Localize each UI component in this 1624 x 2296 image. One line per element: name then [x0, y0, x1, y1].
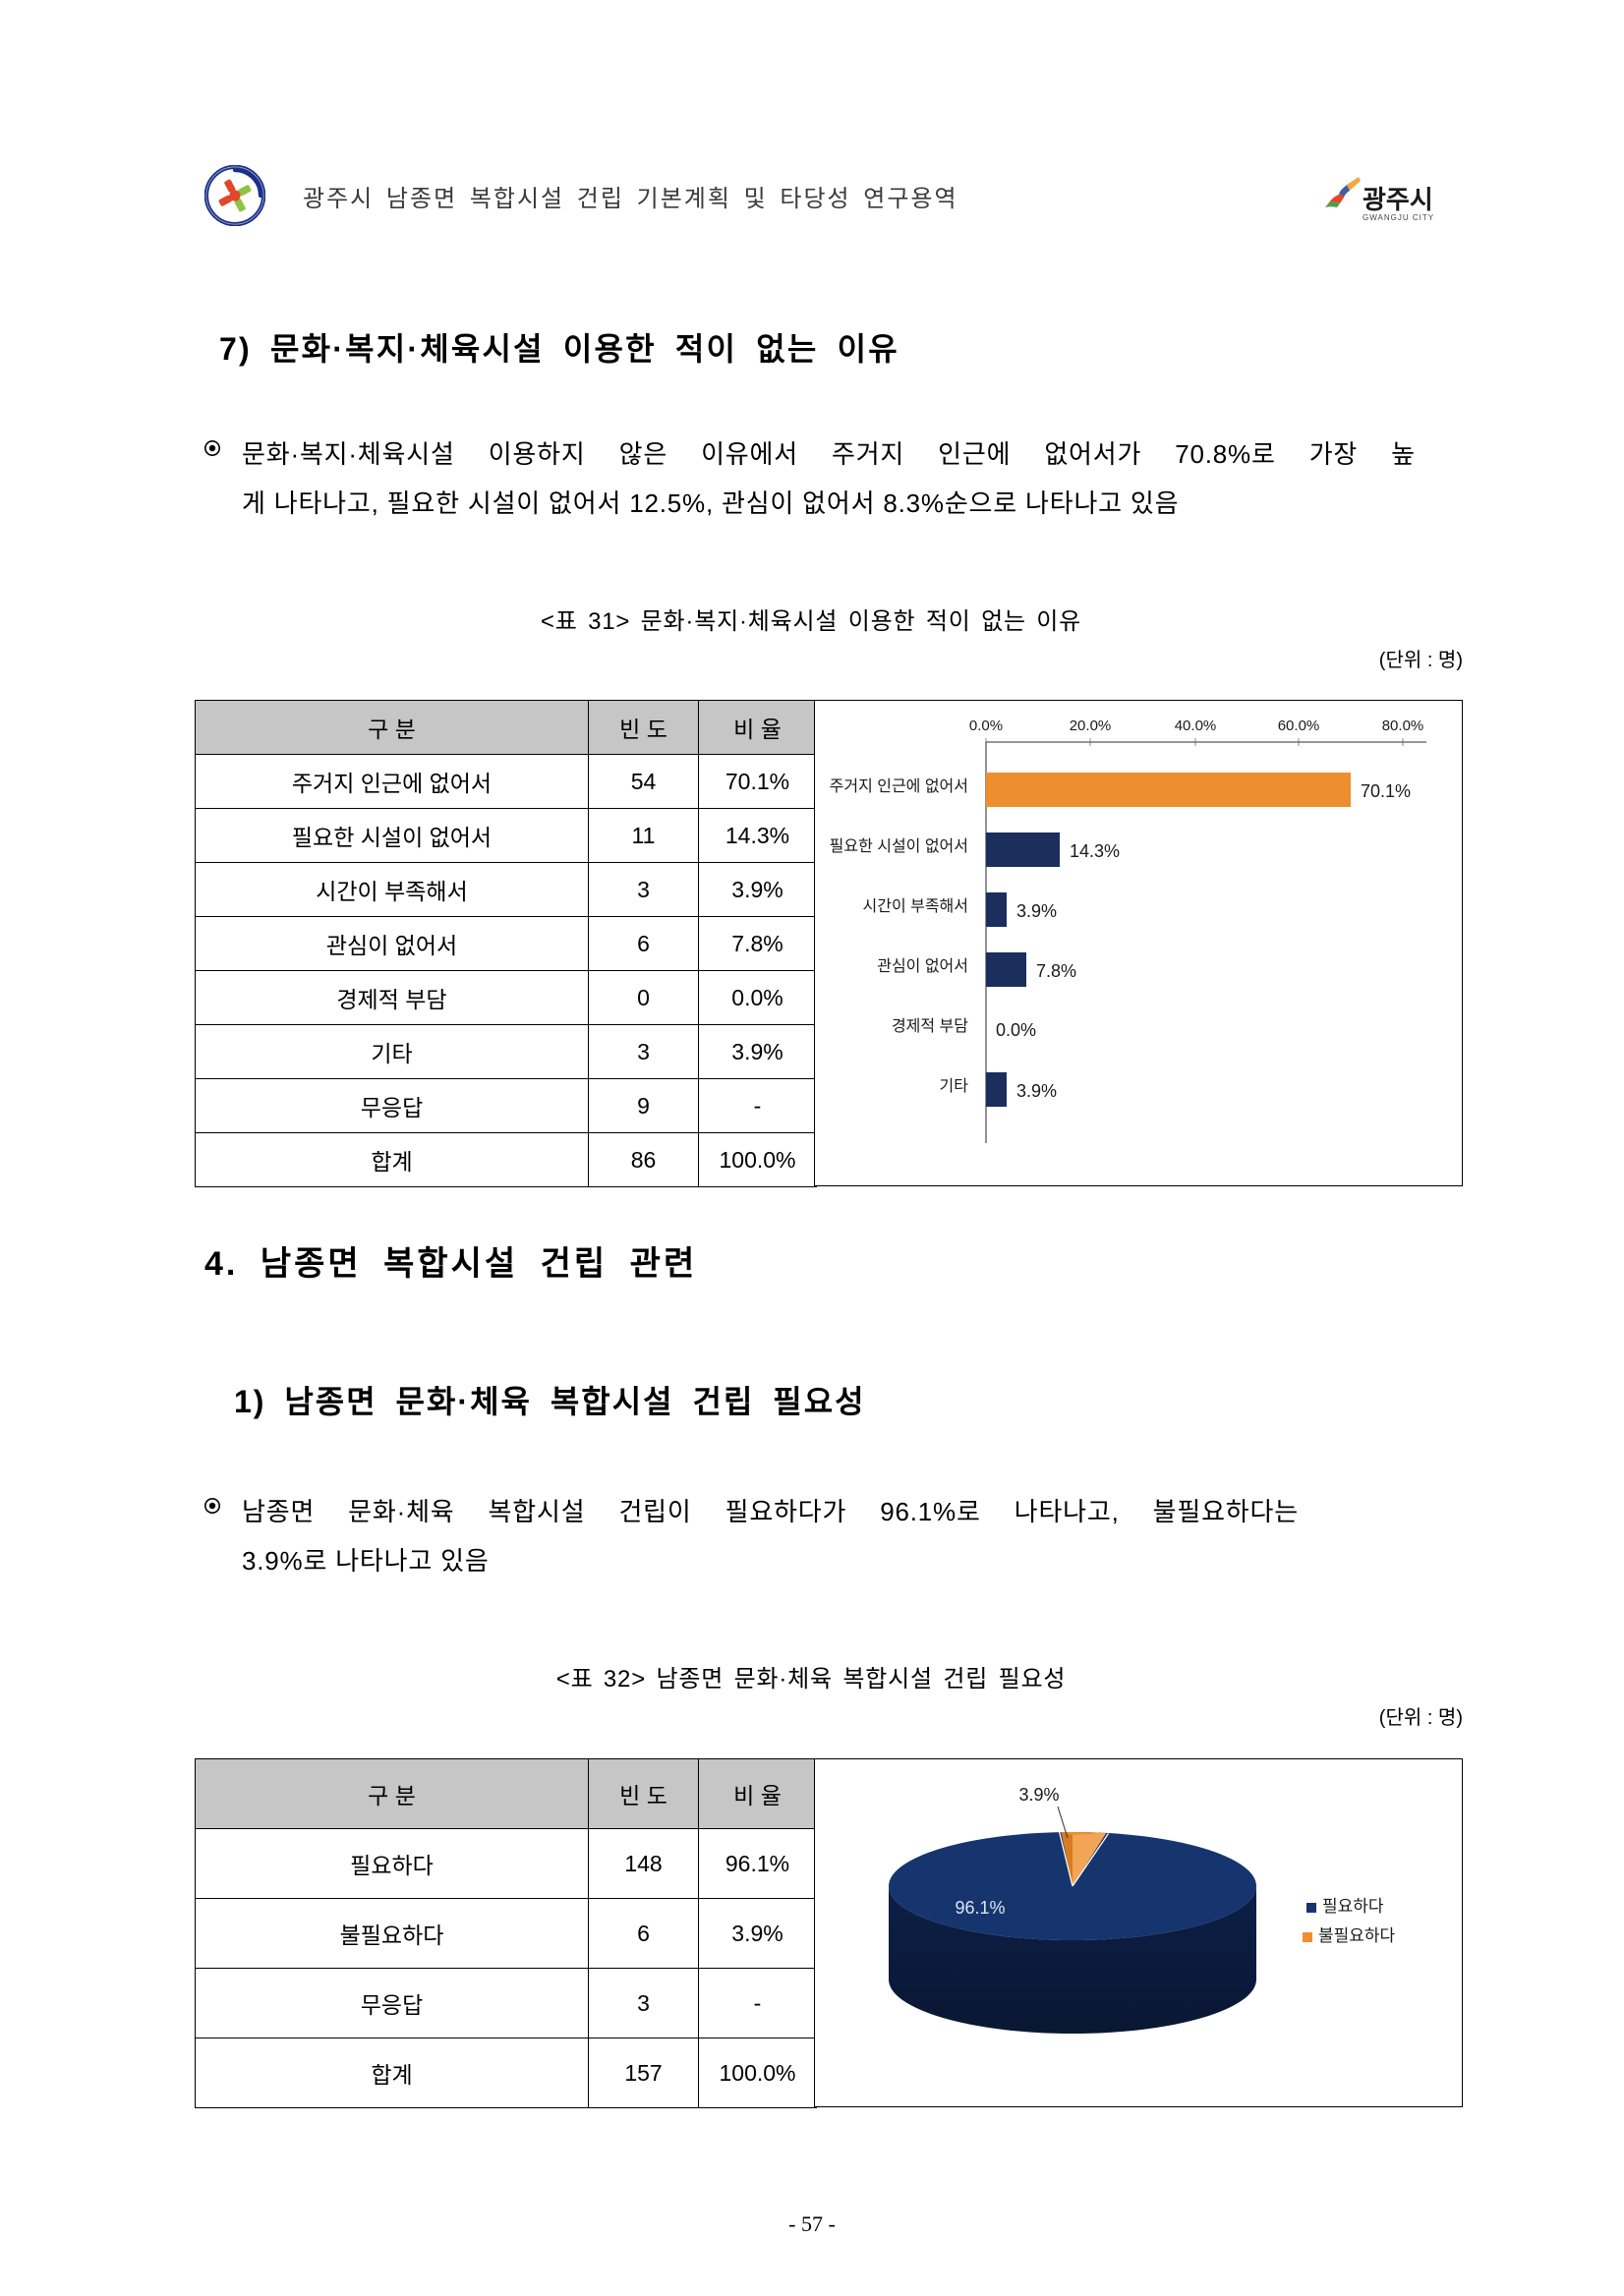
- svg-text:7.8%: 7.8%: [1036, 961, 1076, 981]
- svg-text:3.9%: 3.9%: [1018, 1785, 1059, 1805]
- svg-text:관심이 없어서: 관심이 없어서: [877, 957, 968, 975]
- svg-text:3.9%: 3.9%: [1016, 901, 1057, 921]
- svg-text:40.0%: 40.0%: [1175, 718, 1217, 734]
- svg-text:60.0%: 60.0%: [1278, 718, 1320, 734]
- svg-text:20.0%: 20.0%: [1070, 718, 1112, 734]
- svg-text:GWANGJU CITY: GWANGJU CITY: [1363, 213, 1434, 222]
- svg-text:0.0%: 0.0%: [996, 1020, 1036, 1040]
- svg-text:14.3%: 14.3%: [1070, 841, 1120, 861]
- svg-text:경제적 부담: 경제적 부담: [892, 1017, 968, 1035]
- svg-text:불필요하다: 불필요하다: [1318, 1926, 1396, 1945]
- svg-text:0.0%: 0.0%: [969, 718, 1003, 734]
- svg-text:광주시: 광주시: [1363, 185, 1433, 214]
- svg-text:96.1%: 96.1%: [955, 1898, 1005, 1918]
- svg-text:시간이 부족해서: 시간이 부족해서: [863, 897, 969, 915]
- svg-text:80.0%: 80.0%: [1382, 718, 1424, 734]
- svg-text:필요하다: 필요하다: [1322, 1897, 1384, 1916]
- svg-text:70.1%: 70.1%: [1361, 781, 1411, 801]
- svg-text:기타: 기타: [940, 1077, 969, 1095]
- svg-text:주거지 인근에 없어서: 주거지 인근에 없어서: [830, 777, 968, 795]
- svg-text:필요한 시설이 없어서: 필요한 시설이 없어서: [830, 837, 968, 855]
- svg-text:3.9%: 3.9%: [1016, 1081, 1057, 1101]
